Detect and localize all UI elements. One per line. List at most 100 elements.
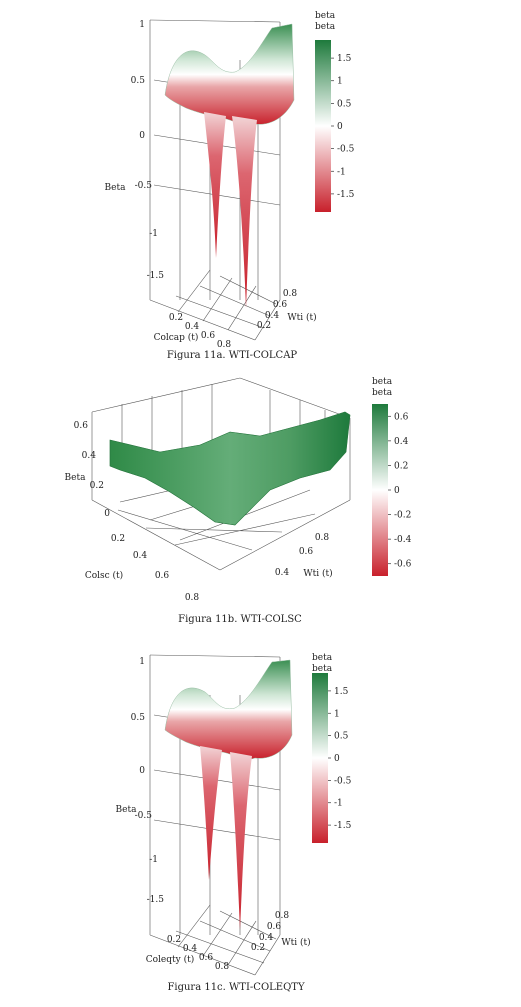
z-axis-label: Beta [65, 473, 87, 483]
chart-b-z-ticks: 0.6 0.4 0.2 0 [74, 421, 111, 519]
colorbar-tick-label: -1.5 [337, 190, 355, 200]
colorbar-tick-label: -1 [337, 167, 346, 177]
z-tick: -1 [149, 855, 158, 865]
chart-c-x-ticks: 0.2 0.4 0.6 0.8 [167, 935, 230, 972]
colorbar-tick-label: 0.6 [394, 412, 409, 422]
chart-b-x-ticks: 0.2 0.4 0.6 0.8 [111, 534, 200, 603]
chart-a-y-ticks: 0.8 0.6 0.4 0.2 [257, 289, 298, 331]
colorbar-title: beta [315, 22, 336, 32]
z-tick: -1.5 [147, 271, 165, 281]
y-tick: 0.8 [275, 911, 290, 921]
colorbar-title: beta [372, 388, 393, 398]
x-axis-label: Coleqty (t) [146, 954, 194, 965]
colorbar-title: beta [372, 377, 393, 387]
x-tick: 0.2 [111, 534, 125, 544]
x-tick: 0.6 [155, 571, 170, 581]
x-tick: 0.6 [201, 331, 216, 341]
z-tick: -1.5 [147, 895, 165, 905]
z-tick: 1 [139, 20, 145, 30]
x-tick: 0.8 [217, 340, 232, 350]
colorbar-gradient [312, 673, 328, 843]
caption: Figura 11b. WTI-COLSC [178, 614, 302, 625]
z-tick: 0.4 [82, 451, 97, 461]
z-tick: 0.5 [131, 713, 146, 723]
z-tick: -0.5 [135, 181, 153, 191]
x-axis-label: Colsc (t) [85, 570, 123, 581]
chart-c-surface [164, 659, 293, 930]
z-tick: 0.2 [90, 481, 104, 491]
colorbar-tick-label: -0.2 [394, 511, 411, 521]
colorbar-gradient [372, 404, 388, 576]
colorbar-title: beta [312, 664, 333, 674]
colorbar-tick-label: -0.5 [334, 776, 352, 786]
y-axis-label: Wti (t) [287, 312, 316, 323]
y-tick: 0.4 [275, 568, 290, 578]
chart-a-x-ticks: 0.2 0.4 0.6 0.8 [169, 313, 232, 350]
z-tick: 0.5 [131, 76, 146, 86]
y-tick: 0.8 [315, 533, 330, 543]
y-tick: 0.4 [259, 933, 274, 943]
x-tick: 0.8 [185, 593, 200, 603]
colorbar-tick-label: 1.5 [337, 54, 352, 64]
colorbar-tick-label: -0.5 [337, 145, 355, 155]
chart-a: 1 0.5 0 -0.5 -1 -1.5 Beta 0.2 0.4 0.6 0.… [105, 11, 355, 361]
chart-c-y-ticks: 0.8 0.6 0.4 0.2 [251, 911, 290, 953]
y-tick: 0.2 [257, 321, 271, 331]
colorbar-tick-label: 0 [394, 486, 400, 496]
z-axis-label: Beta [116, 805, 138, 815]
y-tick: 0.6 [299, 547, 314, 557]
chart-a-z-ticks: 1 0.5 0 -0.5 -1 -1.5 [131, 20, 165, 281]
y-tick: 0.6 [273, 300, 288, 310]
z-tick: 0 [139, 766, 145, 776]
colorbar-tick-label: 0.5 [337, 99, 352, 109]
y-axis-label: Wti (t) [281, 937, 310, 948]
x-tick: 0.2 [169, 313, 183, 323]
chart-b-grid [91, 377, 351, 571]
z-axis-label: Beta [105, 183, 127, 193]
y-tick: 0.6 [267, 922, 282, 932]
z-tick: -1 [149, 229, 158, 239]
colorbar-tick-label: 0.2 [394, 461, 408, 471]
x-tick: 0.8 [215, 962, 230, 972]
colorbar-tick-label: 0.4 [394, 437, 409, 447]
colorbar-tick-label: -0.4 [394, 535, 412, 545]
z-tick: 1 [139, 657, 145, 667]
y-axis-label: Wti (t) [303, 568, 332, 579]
z-tick: 0 [139, 131, 145, 141]
x-tick: 0.6 [199, 953, 214, 963]
z-tick: 0.6 [74, 421, 89, 431]
caption: Figura 11c. WTI-COLEQTY [167, 982, 305, 993]
chart-c: 1 0.5 0 -0.5 -1 -1.5 Beta 0.2 0.4 0.6 0.… [116, 653, 352, 993]
chart-b-colorbar: beta beta 0.6 0.4 0.2 0 -0.2 -0.4 -0.6 [372, 377, 412, 576]
colorbar-tick-label: -0.6 [394, 560, 412, 570]
colorbar-tick-label: 0.5 [334, 732, 349, 742]
x-tick: 0.4 [133, 551, 148, 561]
x-axis-label: Colcap (t) [154, 332, 199, 343]
z-tick: -0.5 [135, 811, 153, 821]
colorbar-tick-label: -1.5 [334, 821, 352, 831]
chart-c-colorbar: beta beta 1.5 1 0.5 0 -0.5 -1 -1.5 [312, 653, 352, 843]
colorbar-gradient [315, 40, 331, 212]
colorbar-tick-label: 0 [337, 122, 343, 132]
y-tick: 0.8 [283, 289, 298, 299]
colorbar-title: beta [312, 653, 333, 663]
x-tick: 0.4 [185, 322, 200, 332]
x-tick: 0.2 [167, 935, 181, 945]
colorbar-tick-label: 1.5 [334, 687, 349, 697]
caption: Figura 11a. WTI-COLCAP [167, 350, 298, 361]
colorbar-tick-label: 1 [337, 77, 343, 87]
chart-c-z-ticks: 1 0.5 0 -0.5 -1 -1.5 [131, 657, 165, 905]
chart-a-colorbar: beta beta 1.5 1 0.5 0 -0.5 -1 -1.5 [315, 11, 355, 212]
chart-b-surface [109, 411, 351, 526]
x-tick: 0.4 [183, 944, 198, 954]
chart-b: 0.6 0.4 0.2 0 Beta 0.2 0.4 0.6 0.8 Colsc… [65, 377, 412, 625]
colorbar-title: beta [315, 11, 336, 21]
colorbar-tick-label: 1 [334, 709, 340, 719]
colorbar-tick-label: 0 [334, 754, 340, 764]
chart-b-y-ticks: 0.8 0.6 0.4 [275, 533, 330, 578]
colorbar-tick-label: -1 [334, 799, 343, 809]
y-tick: 0.4 [265, 311, 280, 321]
y-tick: 0.2 [251, 943, 265, 953]
chart-a-surface [164, 23, 295, 308]
